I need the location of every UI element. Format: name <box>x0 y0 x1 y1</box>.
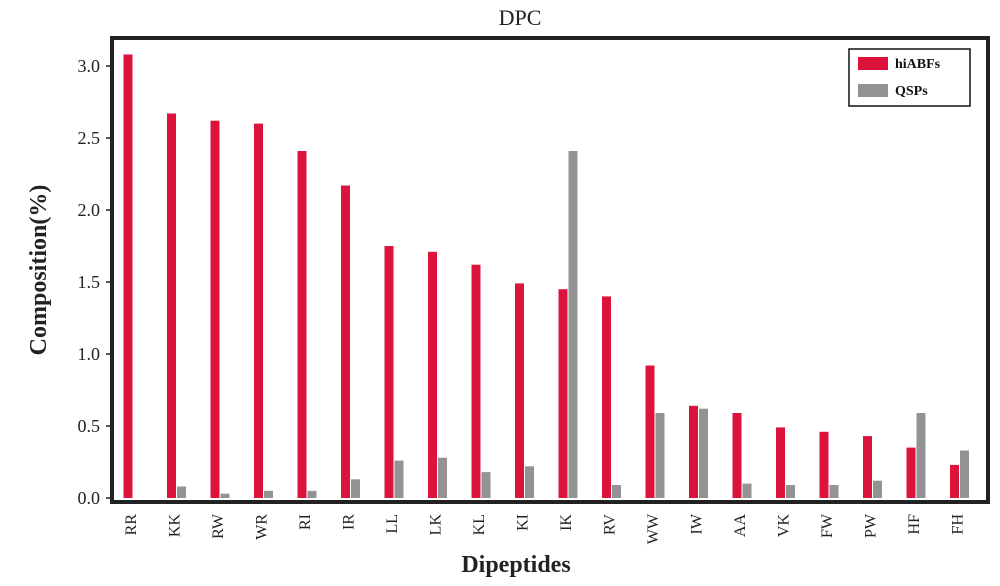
y-tick-label: 1.5 <box>78 272 101 292</box>
x-axis-label: Dipeptides <box>461 552 570 578</box>
bar-QSPs-WR <box>264 490 273 498</box>
x-tick-label: KI <box>515 514 532 531</box>
bar-hiABFs-RV <box>602 296 611 498</box>
x-tick-label: FW <box>819 513 836 538</box>
x-tick-label: WR <box>254 514 271 540</box>
bar-QSPs-WW <box>655 413 665 498</box>
y-tick-label: 2.0 <box>78 200 101 220</box>
bar-QSPs-RI <box>307 490 317 498</box>
bar-QSPs-KI <box>525 466 534 498</box>
x-tick-label: HF <box>906 514 923 535</box>
bar-QSPs-AA <box>742 483 752 498</box>
bar-QSPs-RV <box>612 485 621 498</box>
x-tick-label: LL <box>384 514 401 534</box>
bar-hiABFs-IK <box>558 289 568 498</box>
bar-hiABFs-RR <box>123 54 133 498</box>
bars-layer <box>123 54 969 498</box>
bar-hiABFs-IW <box>689 405 698 498</box>
bar-QSPs-IW <box>699 408 708 498</box>
bar-hiABFs-WR <box>254 123 263 498</box>
x-tick-label: RI <box>297 514 314 530</box>
bar-hiABFs-RW <box>210 120 220 498</box>
x-tick-label: LK <box>428 514 445 536</box>
x-tick-label: FH <box>950 514 967 535</box>
bar-QSPs-LK <box>438 457 447 498</box>
bar-hiABFs-AA <box>732 413 742 498</box>
bar-hiABFs-PW <box>863 436 872 498</box>
plot-frame <box>110 36 990 504</box>
bar-hiABFs-FH <box>950 464 959 498</box>
bar-hiABFs-LL <box>384 246 394 498</box>
bar-QSPs-VK <box>786 485 795 498</box>
legend-label-hiABFs: hiABFs <box>895 57 941 72</box>
chart-title: DPC <box>499 5 542 30</box>
bar-hiABFs-VK <box>776 427 785 498</box>
bar-QSPs-FH <box>960 450 969 498</box>
y-tick-label: 1.0 <box>78 344 101 364</box>
legend: hiABFs QSPs <box>848 48 971 107</box>
bar-hiABFs-FW <box>819 431 829 498</box>
bar-QSPs-KL <box>481 472 491 498</box>
bar-hiABFs-KI <box>515 283 524 498</box>
bar-hiABFs-KK <box>167 113 176 498</box>
bar-QSPs-LL <box>394 460 404 498</box>
x-tick-label: RV <box>602 514 619 535</box>
bar-hiABFs-WW <box>645 365 655 498</box>
x-tick-label: WW <box>645 513 662 544</box>
bar-QSPs-HF <box>916 413 926 498</box>
bar-hiABFs-LK <box>428 251 437 498</box>
bar-hiABFs-IR <box>341 185 350 498</box>
bar-hiABFs-HF <box>906 447 916 498</box>
y-axis-label: Composition(%) <box>26 185 52 356</box>
x-axis: RR KK RW WR RI IR LL LK KL KI IK RV WW IW AA VK FW PW HF FH <box>123 513 967 544</box>
bar-QSPs-RW <box>220 493 230 498</box>
bar-QSPs-KK <box>177 486 186 498</box>
x-tick-label: RR <box>123 514 140 536</box>
bar-QSPs-FW <box>829 485 839 498</box>
bar-QSPs-IK <box>568 151 578 498</box>
x-tick-label: RW <box>210 513 227 539</box>
bar-hiABFs-RI <box>297 151 307 498</box>
x-tick-label: IR <box>341 514 358 530</box>
x-tick-label: IW <box>689 513 706 534</box>
bar-QSPs-PW <box>873 480 882 498</box>
x-tick-label: KL <box>471 514 488 535</box>
x-tick-label: AA <box>732 514 749 538</box>
y-tick-label: 0.5 <box>78 416 101 436</box>
legend-swatch-hiABFs <box>858 57 888 70</box>
y-tick-label: 2.5 <box>78 128 101 148</box>
y-axis: 0.0 0.5 1.0 1.5 2.0 2.5 3.0 <box>78 56 112 508</box>
x-tick-label: IK <box>558 514 575 531</box>
bar-hiABFs-KL <box>471 264 481 498</box>
x-tick-label: KK <box>167 514 184 538</box>
x-tick-label: PW <box>863 513 880 538</box>
y-tick-label: 3.0 <box>78 56 101 76</box>
x-tick-label: VK <box>776 514 793 538</box>
legend-label-QSPs: QSPs <box>895 84 928 99</box>
y-tick-label: 0.0 <box>78 488 101 508</box>
legend-swatch-QSPs <box>858 84 888 97</box>
bar-QSPs-IR <box>351 479 360 498</box>
